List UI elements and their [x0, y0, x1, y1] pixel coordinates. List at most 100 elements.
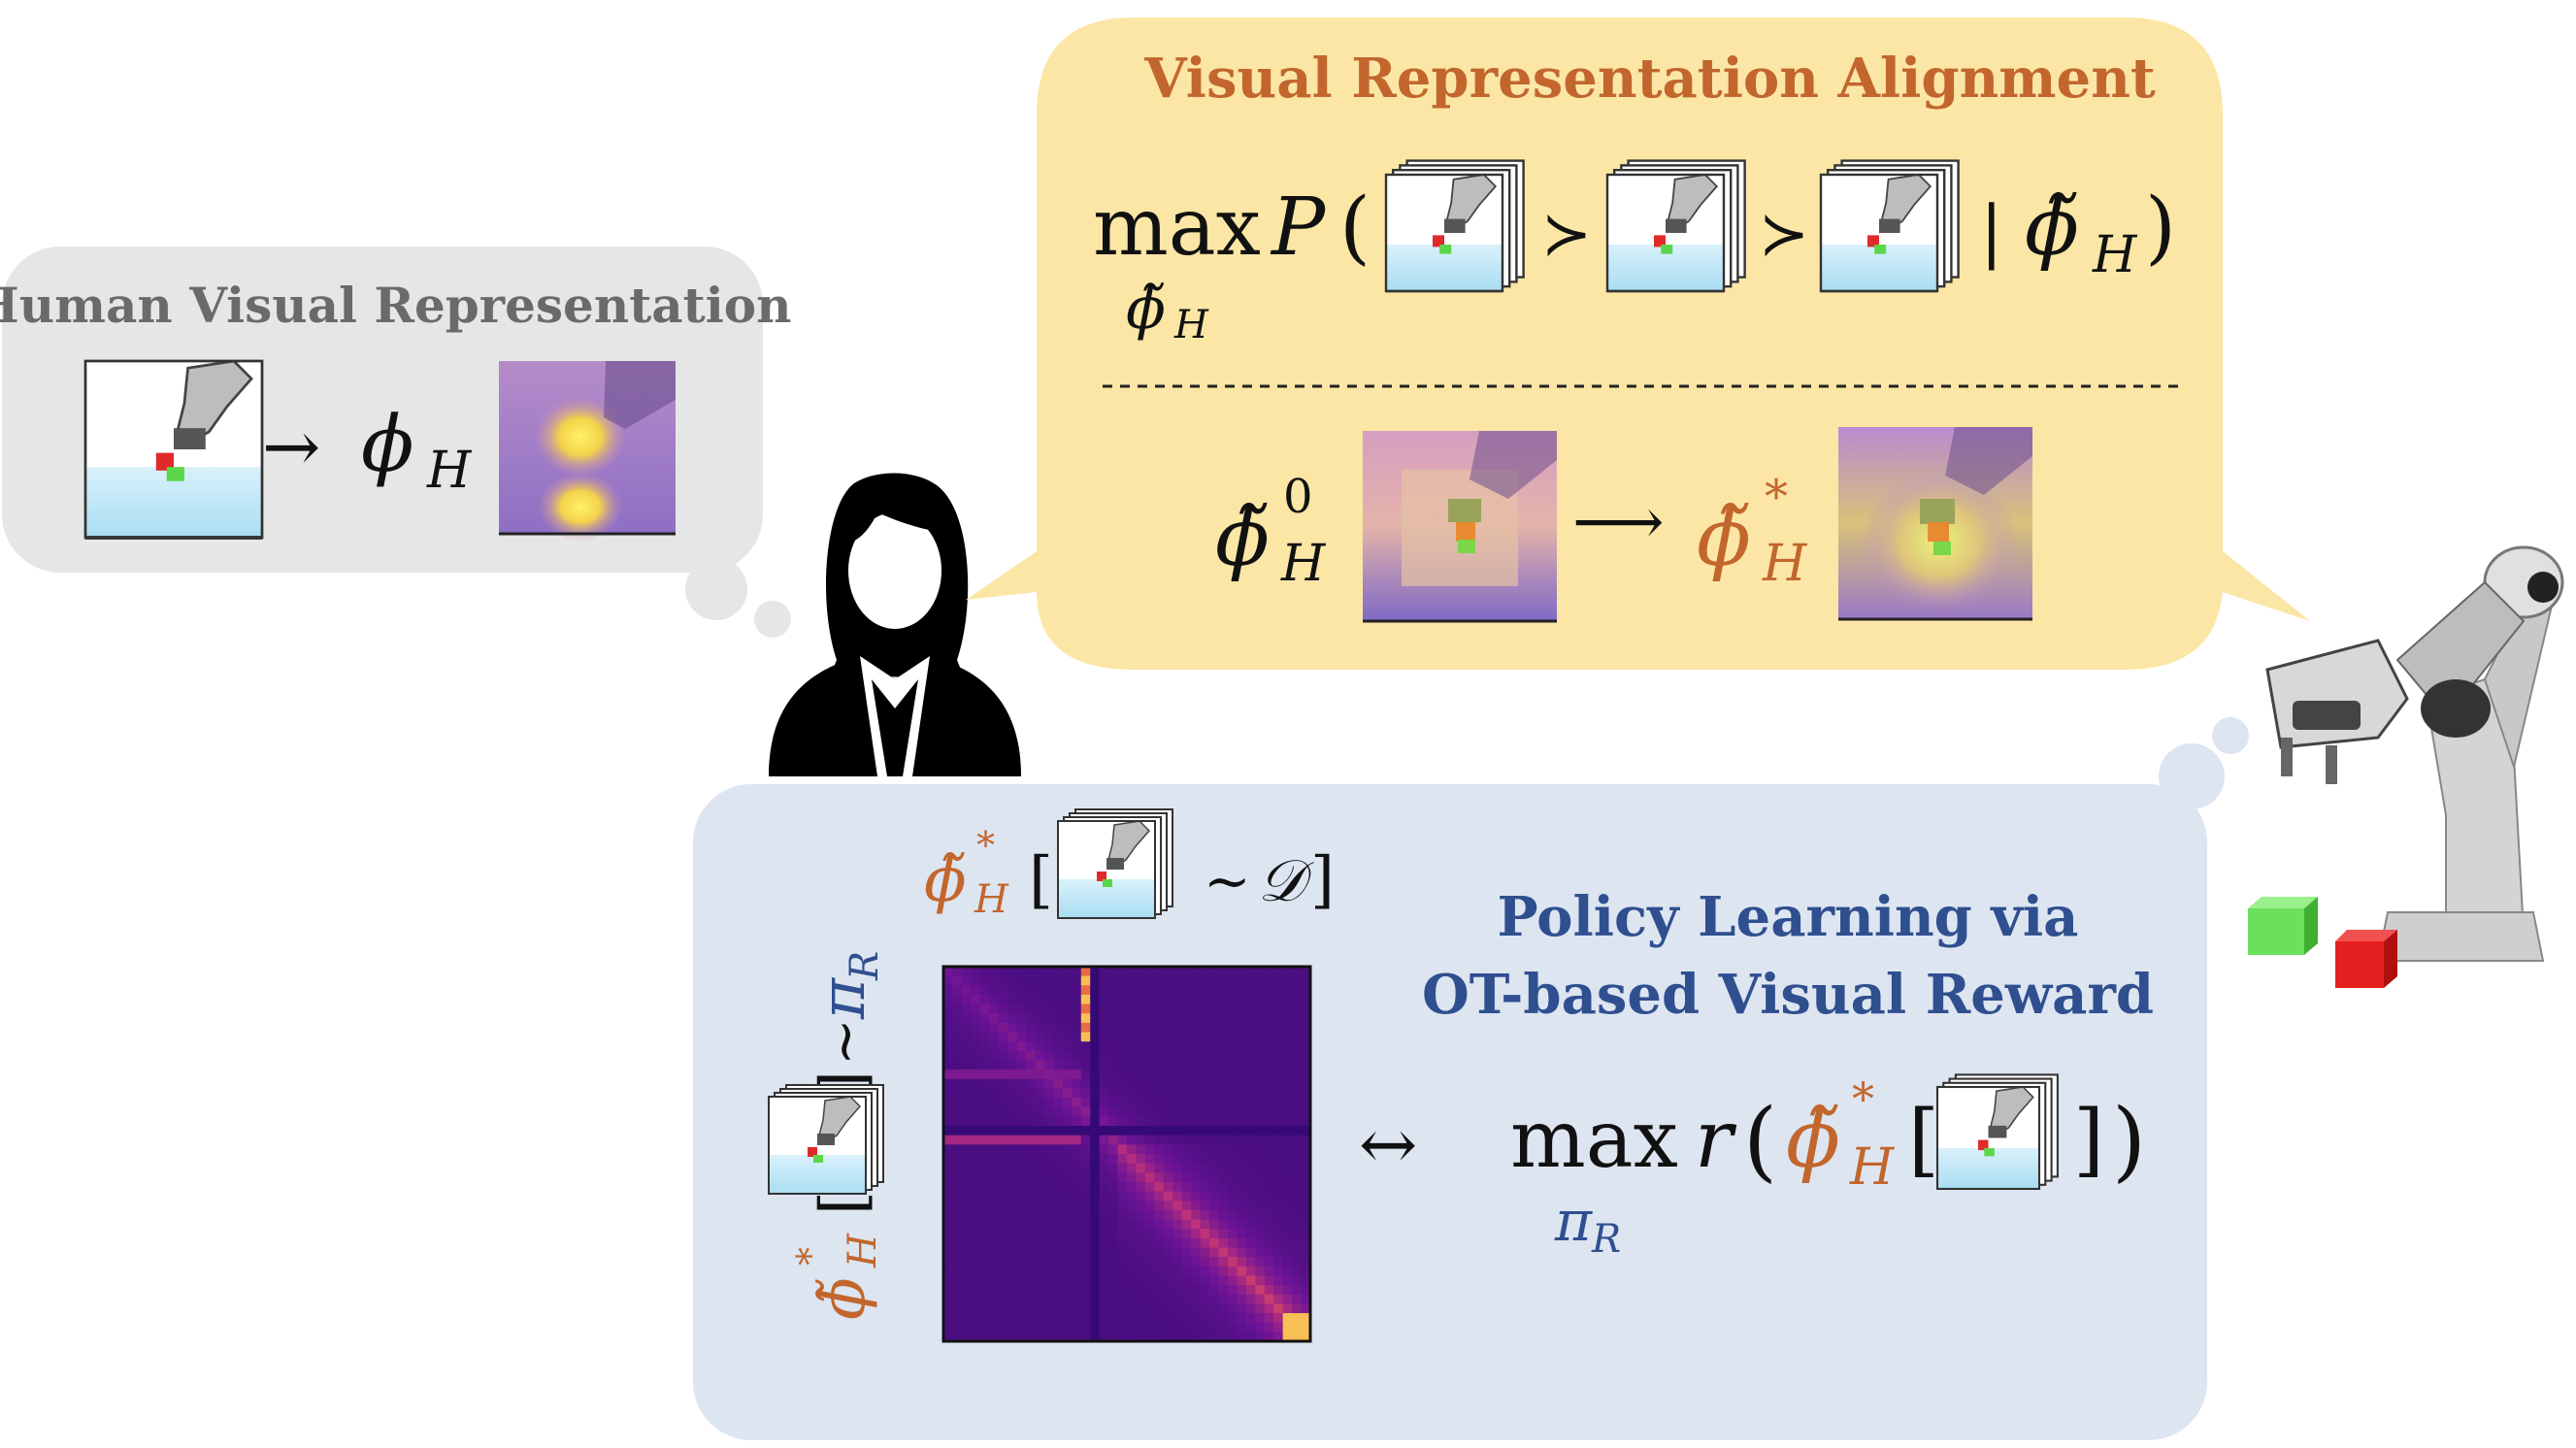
- cost-cell: [1191, 1229, 1202, 1239]
- cost-cell: [1255, 975, 1266, 986]
- cost-cell: [1117, 1322, 1128, 1333]
- cost-cell: [1026, 1078, 1037, 1090]
- cost-cell: [1181, 1106, 1192, 1117]
- green-cube-icon: [2248, 897, 2318, 955]
- cost-cell: [1026, 994, 1037, 1005]
- cost-cell: [1127, 1088, 1138, 1099]
- cost-cell: [1245, 1154, 1256, 1165]
- cost-cell: [1200, 1098, 1210, 1108]
- cost-cell: [1255, 967, 1266, 977]
- cost-cell: [998, 1163, 1008, 1173]
- cost-cell: [1191, 1201, 1202, 1211]
- cost-cell: [952, 1266, 963, 1277]
- cost-cell: [1117, 1070, 1128, 1080]
- cost-cell: [1154, 1013, 1165, 1024]
- cost-cell: [1191, 1332, 1202, 1342]
- cost-cell: [1026, 1070, 1037, 1080]
- cost-cell: [1200, 1322, 1210, 1333]
- cost-cell: [1035, 967, 1045, 977]
- cost-cell: [1072, 1116, 1082, 1127]
- cost-cell: [1191, 1275, 1202, 1286]
- cost-cell: [952, 1257, 963, 1267]
- cost-cell: [1154, 1144, 1165, 1155]
- cost-cell: [1043, 1237, 1054, 1249]
- cost-cell: [1035, 1322, 1045, 1333]
- cost-cell: [1127, 1041, 1138, 1052]
- cost-cell: [1255, 1078, 1266, 1090]
- cost-cell: [1273, 1098, 1284, 1108]
- cost-cell: [961, 1313, 972, 1324]
- cost-cell: [1154, 1154, 1165, 1165]
- cost-cell: [1255, 1247, 1266, 1258]
- cost-cell: [943, 1172, 954, 1183]
- cost-cell: [1218, 1013, 1229, 1024]
- cost-cell: [1072, 994, 1082, 1005]
- human-input-thumbnail: [83, 359, 264, 540]
- cost-cell: [1282, 1181, 1293, 1193]
- cost-cell: [1209, 1088, 1220, 1099]
- cost-cell: [1053, 1098, 1064, 1108]
- cost-cell: [1007, 1106, 1018, 1117]
- cost-cell: [1301, 1116, 1311, 1127]
- cost-cell: [1026, 1313, 1037, 1324]
- cost-cell: [1062, 1191, 1073, 1201]
- cost-cell: [1264, 1078, 1274, 1090]
- cost-cell: [1062, 1294, 1073, 1304]
- cost-cell: [1007, 1088, 1018, 1099]
- cost-cell: [1264, 1209, 1274, 1221]
- cost-cell: [1255, 1172, 1266, 1183]
- cost-cell: [1200, 1209, 1210, 1221]
- cost-cell: [1016, 1257, 1027, 1267]
- cost-cell: [1255, 1041, 1266, 1052]
- cost-cell: [1062, 1154, 1073, 1165]
- cost-cell: [961, 1275, 972, 1286]
- cost-cell: [1007, 1275, 1018, 1286]
- cost-cell: [1200, 1078, 1210, 1090]
- cost-cell: [1292, 967, 1303, 977]
- cost-cell: [1144, 985, 1155, 996]
- cost-cell: [1163, 1229, 1173, 1239]
- cost-cell: [1264, 1004, 1274, 1014]
- cost-cell: [961, 994, 972, 1005]
- cost-cell: [998, 1322, 1008, 1333]
- cost-cell: [1080, 1332, 1091, 1342]
- cost-cell: [1237, 1237, 1247, 1249]
- alignment-paren-close: ): [2145, 181, 2176, 274]
- policy-panel: ϕ̃ * H [ ~ 𝒟 ] ϕ̃ * H [ ] ~ π R Policy L…: [693, 717, 2249, 1440]
- cost-cell: [1007, 994, 1018, 1005]
- cost-cell: [1154, 967, 1165, 977]
- cost-cell: [1218, 1135, 1229, 1145]
- cost-cell: [961, 1266, 972, 1277]
- cost-cell: [998, 1237, 1008, 1249]
- cost-cell: [1292, 985, 1303, 996]
- cost-cell: [1282, 1106, 1293, 1117]
- cost-cell: [989, 985, 1000, 996]
- cost-cell: [1136, 1237, 1146, 1249]
- cost-cell: [1181, 1116, 1192, 1127]
- cost-cell: [1154, 1098, 1165, 1108]
- cost-cell: [1007, 1022, 1018, 1034]
- policy-max-pi-sub: R: [1591, 1217, 1621, 1262]
- cost-cell: [1043, 1201, 1054, 1211]
- cost-cell: [998, 1191, 1008, 1201]
- cost-cell: [1035, 1022, 1045, 1034]
- cost-cell: [1264, 1050, 1274, 1062]
- cost-cell: [1191, 1116, 1202, 1127]
- cost-cell: [1273, 1191, 1284, 1201]
- cost-cell: [1282, 1088, 1293, 1099]
- cost-cell: [1007, 1237, 1018, 1249]
- cost-cell: [1255, 1106, 1266, 1117]
- cost-cell: [1163, 1013, 1173, 1024]
- cost-cell: [1227, 1088, 1238, 1099]
- cost-cell: [1117, 1219, 1128, 1230]
- cost-cell: [1273, 1209, 1284, 1221]
- cost-cell: [989, 1285, 1000, 1296]
- alignment-succ-2: ≻: [1759, 198, 1809, 269]
- alignment-max-phi-sub: H: [1173, 303, 1209, 347]
- cost-cell: [1035, 1154, 1045, 1165]
- cost-cell: [961, 1126, 972, 1136]
- cost-cell: [1016, 1032, 1027, 1042]
- cost-cell: [1026, 985, 1037, 996]
- cost-cell: [1264, 1144, 1274, 1155]
- cost-cell: [1227, 1013, 1238, 1024]
